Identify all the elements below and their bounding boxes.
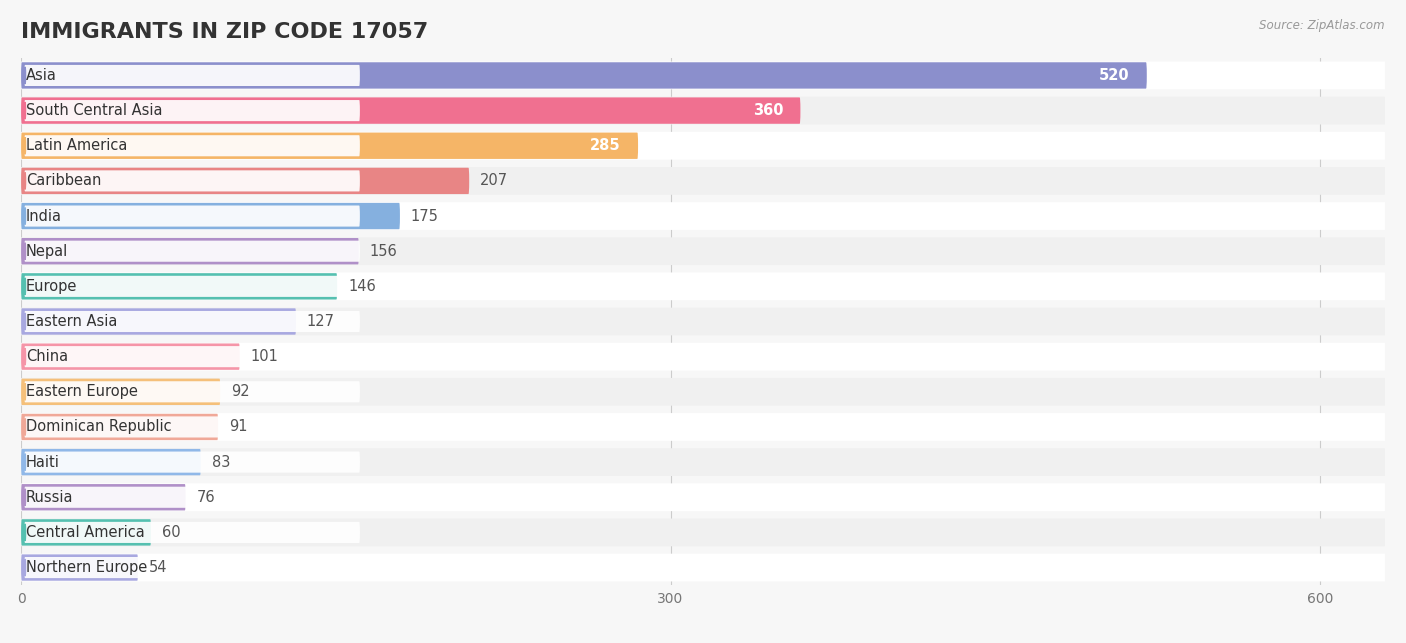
FancyBboxPatch shape bbox=[21, 484, 1385, 511]
FancyBboxPatch shape bbox=[21, 413, 1385, 441]
FancyBboxPatch shape bbox=[24, 557, 360, 578]
Text: Caribbean: Caribbean bbox=[25, 174, 101, 188]
FancyBboxPatch shape bbox=[21, 414, 218, 440]
FancyBboxPatch shape bbox=[21, 203, 399, 230]
Text: 127: 127 bbox=[307, 314, 335, 329]
FancyBboxPatch shape bbox=[24, 451, 360, 473]
Text: 207: 207 bbox=[479, 174, 508, 188]
Text: 101: 101 bbox=[250, 349, 278, 364]
FancyBboxPatch shape bbox=[21, 379, 221, 405]
Text: 146: 146 bbox=[347, 279, 375, 294]
FancyBboxPatch shape bbox=[21, 238, 359, 264]
Text: Latin America: Latin America bbox=[25, 138, 127, 153]
Text: 54: 54 bbox=[149, 560, 167, 575]
FancyBboxPatch shape bbox=[24, 100, 360, 121]
Text: 285: 285 bbox=[591, 138, 620, 153]
FancyBboxPatch shape bbox=[21, 308, 297, 334]
Text: 76: 76 bbox=[197, 490, 215, 505]
FancyBboxPatch shape bbox=[24, 311, 360, 332]
Text: Russia: Russia bbox=[25, 490, 73, 505]
Text: 91: 91 bbox=[229, 419, 247, 435]
FancyBboxPatch shape bbox=[21, 273, 337, 300]
FancyBboxPatch shape bbox=[21, 449, 201, 475]
FancyBboxPatch shape bbox=[24, 135, 360, 156]
FancyBboxPatch shape bbox=[21, 96, 1385, 125]
FancyBboxPatch shape bbox=[21, 343, 1385, 370]
FancyBboxPatch shape bbox=[21, 167, 1385, 195]
FancyBboxPatch shape bbox=[21, 97, 800, 123]
FancyBboxPatch shape bbox=[24, 381, 360, 403]
Text: 83: 83 bbox=[211, 455, 231, 469]
FancyBboxPatch shape bbox=[21, 343, 240, 370]
FancyBboxPatch shape bbox=[21, 168, 470, 194]
Text: Central America: Central America bbox=[25, 525, 145, 540]
FancyBboxPatch shape bbox=[21, 554, 138, 581]
FancyBboxPatch shape bbox=[24, 276, 360, 297]
Text: Eastern Asia: Eastern Asia bbox=[25, 314, 117, 329]
FancyBboxPatch shape bbox=[24, 487, 360, 508]
FancyBboxPatch shape bbox=[21, 518, 1385, 547]
FancyBboxPatch shape bbox=[21, 132, 1385, 159]
FancyBboxPatch shape bbox=[21, 448, 1385, 476]
FancyBboxPatch shape bbox=[21, 237, 1385, 265]
Text: Europe: Europe bbox=[25, 279, 77, 294]
Text: Asia: Asia bbox=[25, 68, 56, 83]
Text: 60: 60 bbox=[162, 525, 180, 540]
FancyBboxPatch shape bbox=[21, 273, 1385, 300]
FancyBboxPatch shape bbox=[21, 554, 1385, 581]
Text: India: India bbox=[25, 208, 62, 224]
Text: South Central Asia: South Central Asia bbox=[25, 103, 162, 118]
FancyBboxPatch shape bbox=[24, 206, 360, 226]
FancyBboxPatch shape bbox=[21, 202, 1385, 230]
Text: Dominican Republic: Dominican Republic bbox=[25, 419, 172, 435]
FancyBboxPatch shape bbox=[21, 484, 186, 511]
Text: 360: 360 bbox=[752, 103, 783, 118]
FancyBboxPatch shape bbox=[24, 240, 360, 262]
Text: 92: 92 bbox=[231, 385, 250, 399]
Text: Source: ZipAtlas.com: Source: ZipAtlas.com bbox=[1260, 19, 1385, 32]
Text: China: China bbox=[25, 349, 67, 364]
Text: 520: 520 bbox=[1099, 68, 1129, 83]
FancyBboxPatch shape bbox=[21, 62, 1147, 89]
FancyBboxPatch shape bbox=[24, 522, 360, 543]
Text: Nepal: Nepal bbox=[25, 244, 67, 258]
Text: IMMIGRANTS IN ZIP CODE 17057: IMMIGRANTS IN ZIP CODE 17057 bbox=[21, 23, 429, 42]
FancyBboxPatch shape bbox=[24, 346, 360, 367]
Text: 175: 175 bbox=[411, 208, 439, 224]
FancyBboxPatch shape bbox=[24, 65, 360, 86]
FancyBboxPatch shape bbox=[21, 378, 1385, 406]
FancyBboxPatch shape bbox=[24, 170, 360, 192]
FancyBboxPatch shape bbox=[21, 132, 638, 159]
Text: Northern Europe: Northern Europe bbox=[25, 560, 148, 575]
Text: 156: 156 bbox=[370, 244, 398, 258]
FancyBboxPatch shape bbox=[21, 307, 1385, 336]
FancyBboxPatch shape bbox=[21, 62, 1385, 89]
Text: Haiti: Haiti bbox=[25, 455, 59, 469]
FancyBboxPatch shape bbox=[24, 417, 360, 437]
FancyBboxPatch shape bbox=[21, 520, 150, 545]
Text: Eastern Europe: Eastern Europe bbox=[25, 385, 138, 399]
